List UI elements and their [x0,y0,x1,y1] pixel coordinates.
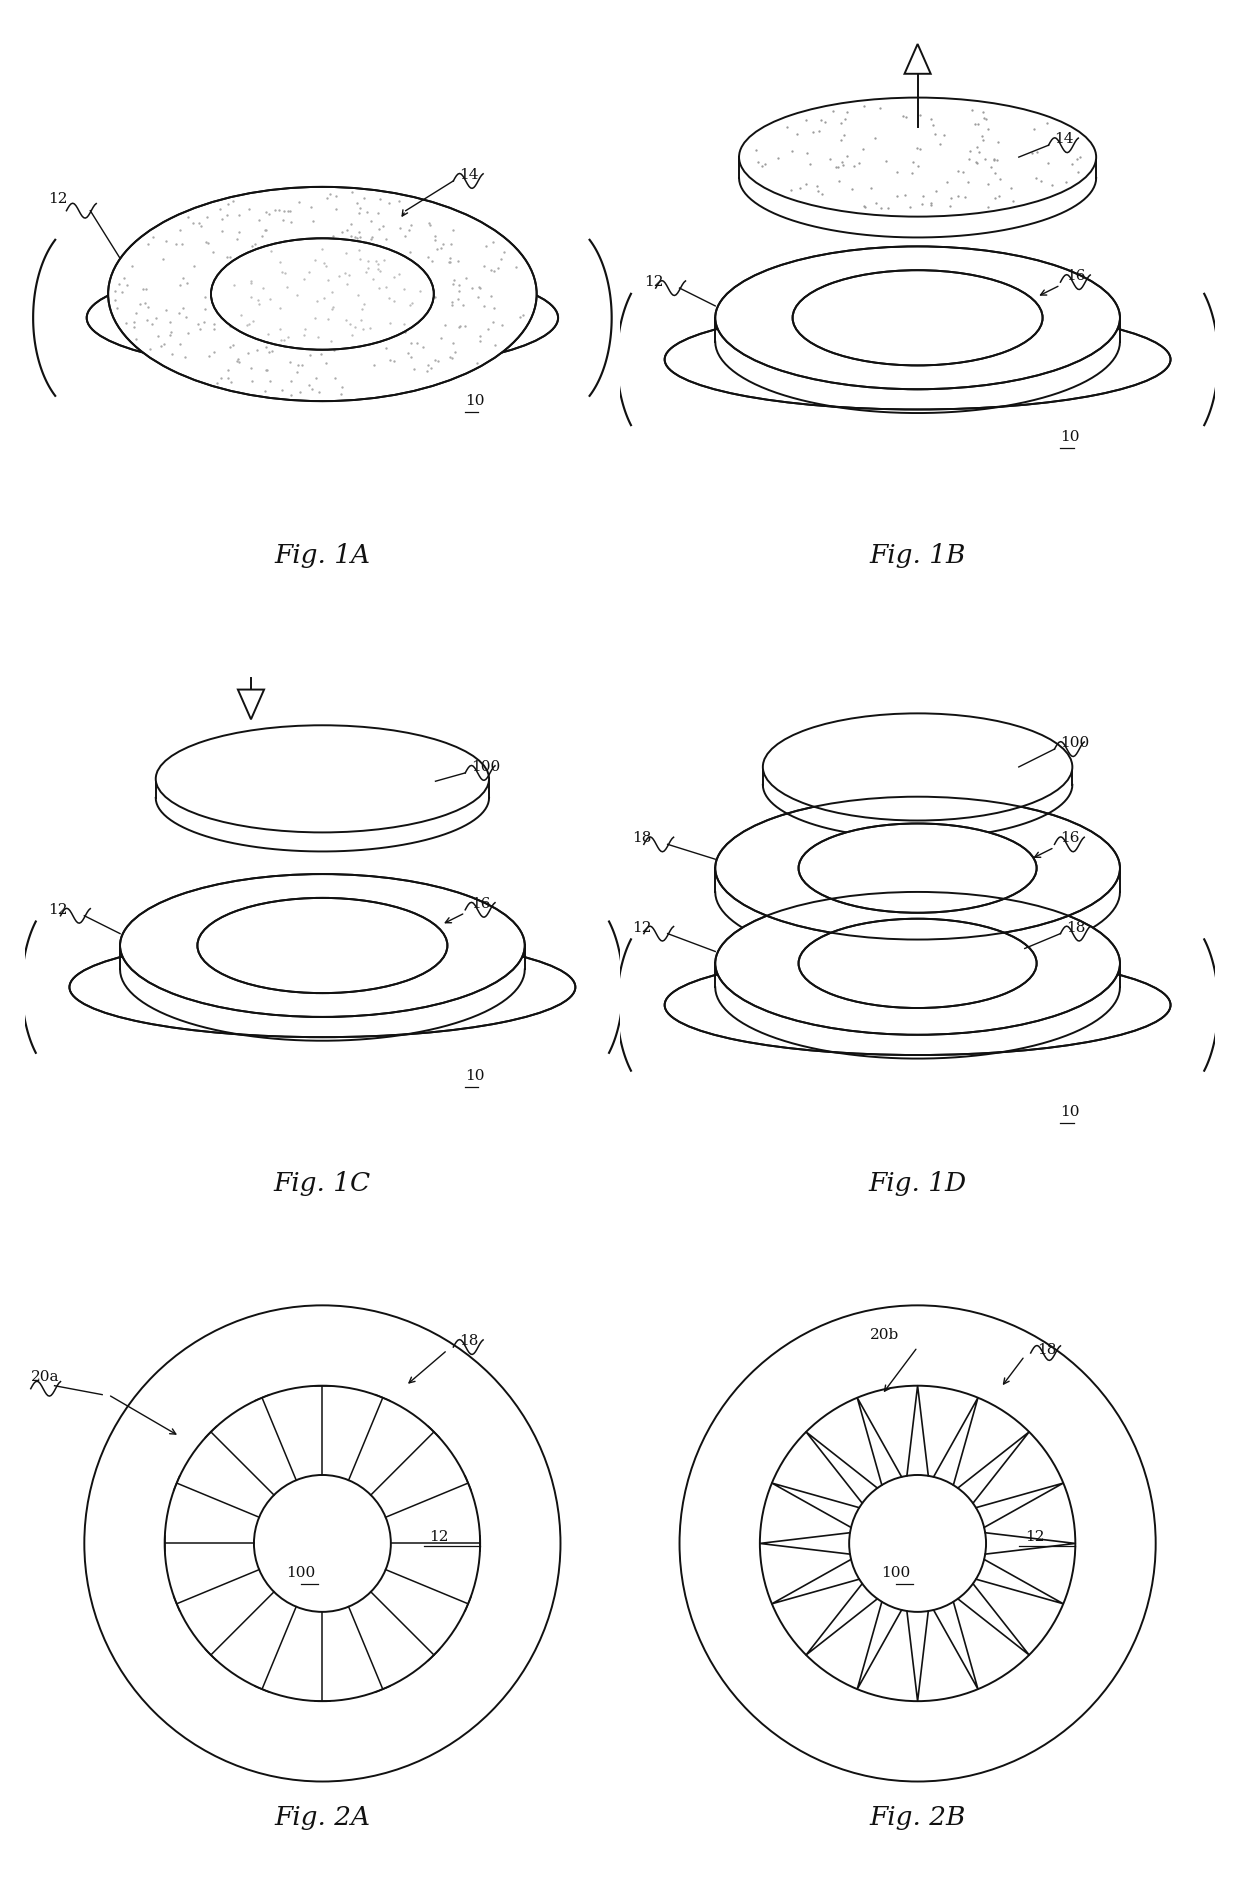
Text: 20b: 20b [870,1327,899,1343]
Circle shape [760,1386,1075,1702]
Text: 14: 14 [1054,132,1074,146]
Ellipse shape [197,898,448,993]
Text: 16: 16 [1060,832,1080,845]
Ellipse shape [763,713,1073,821]
Ellipse shape [799,823,1037,913]
Text: 18: 18 [632,832,651,845]
Circle shape [254,1475,391,1611]
Text: 14: 14 [459,168,479,182]
Text: 12: 12 [632,921,651,934]
Text: 12: 12 [429,1530,449,1545]
Text: Fig. 1D: Fig. 1D [868,1171,967,1197]
Text: 100: 100 [286,1566,316,1581]
Ellipse shape [799,919,1037,1008]
Circle shape [165,1386,480,1702]
Text: 100: 100 [1060,736,1090,751]
Text: Fig. 2A: Fig. 2A [274,1804,371,1830]
Text: 12: 12 [48,902,68,917]
Text: Fig. 1C: Fig. 1C [274,1171,371,1197]
Circle shape [84,1305,560,1781]
Circle shape [849,1475,986,1611]
Ellipse shape [156,726,489,832]
Text: 10: 10 [1060,429,1080,444]
Ellipse shape [715,893,1120,1034]
Ellipse shape [665,955,1171,1055]
Text: 100: 100 [471,760,501,773]
Text: 12: 12 [644,274,663,289]
Ellipse shape [792,270,1043,365]
Text: 16: 16 [1066,269,1086,284]
Text: 18: 18 [459,1333,479,1348]
Text: 100: 100 [882,1566,911,1581]
Ellipse shape [108,187,537,401]
Text: 16: 16 [471,896,491,911]
Text: 20a: 20a [31,1369,60,1384]
Ellipse shape [665,310,1171,410]
Ellipse shape [87,265,558,371]
Ellipse shape [69,938,575,1036]
Ellipse shape [120,874,525,1017]
Text: Fig. 1B: Fig. 1B [869,543,966,569]
Ellipse shape [739,98,1096,217]
Text: 18: 18 [1037,1343,1056,1358]
Ellipse shape [715,246,1120,390]
Ellipse shape [715,796,1120,940]
Circle shape [680,1305,1156,1781]
Polygon shape [238,690,264,719]
Text: 18: 18 [1066,921,1086,934]
Text: 10: 10 [1060,1104,1080,1119]
Text: 10: 10 [465,393,485,408]
Text: 12: 12 [48,191,68,206]
Text: 12: 12 [1024,1530,1044,1545]
Ellipse shape [211,238,434,350]
Text: Fig. 1A: Fig. 1A [274,543,371,569]
Text: 10: 10 [465,1070,485,1084]
Text: Fig. 2B: Fig. 2B [869,1804,966,1830]
Polygon shape [904,43,931,74]
